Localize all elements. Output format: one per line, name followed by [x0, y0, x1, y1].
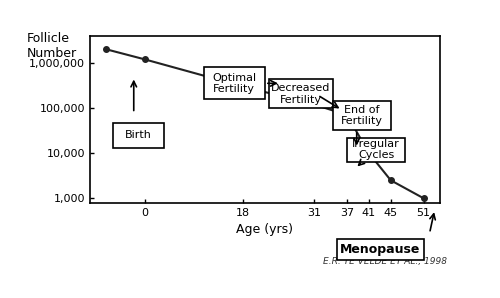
Text: Follicle
Number: Follicle Number — [27, 32, 77, 60]
FancyBboxPatch shape — [268, 79, 333, 108]
Text: Decreased
Fertility: Decreased Fertility — [271, 83, 330, 105]
Text: Optimal
Fertility: Optimal Fertility — [212, 72, 256, 94]
Text: Menopause: Menopause — [340, 243, 420, 256]
Text: E.R. TE VELDE ET AL., 1998: E.R. TE VELDE ET AL., 1998 — [323, 257, 447, 266]
Text: Irregular
Cycles: Irregular Cycles — [352, 139, 400, 160]
X-axis label: Age (yrs): Age (yrs) — [236, 223, 294, 236]
Text: Birth: Birth — [124, 130, 152, 140]
Text: End of
Fertility: End of Fertility — [341, 105, 383, 126]
FancyBboxPatch shape — [347, 138, 405, 162]
FancyBboxPatch shape — [333, 101, 391, 130]
FancyBboxPatch shape — [204, 67, 265, 99]
FancyBboxPatch shape — [113, 122, 164, 148]
